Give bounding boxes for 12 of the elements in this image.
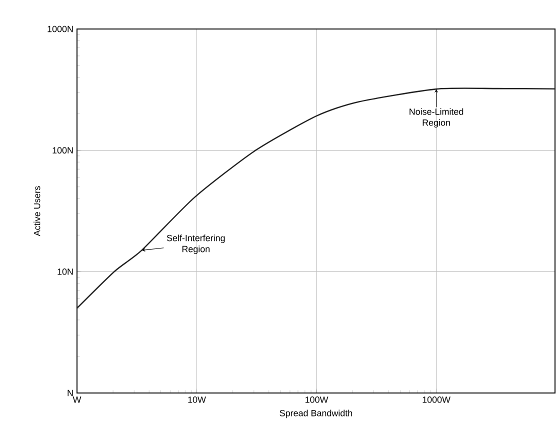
x-tick-label: 100W (306, 396, 328, 403)
y-tick-label: 1000N (48, 26, 73, 32)
x-tick-label: 10W (188, 396, 206, 403)
y-tick-label: N (68, 390, 73, 396)
annotation: Self-Interfering Region (166, 234, 225, 254)
x-axis-title: Spread Bandwidth (280, 410, 352, 418)
y-axis-title: Active Users (34, 186, 40, 236)
x-tick-label: 1000W (422, 396, 450, 403)
y-tick-label: 100N (52, 147, 73, 154)
x-tick-label: W (72, 396, 82, 403)
annotation: Noise-Limited Region (410, 108, 464, 128)
y-tick-label: 10N (58, 268, 73, 275)
